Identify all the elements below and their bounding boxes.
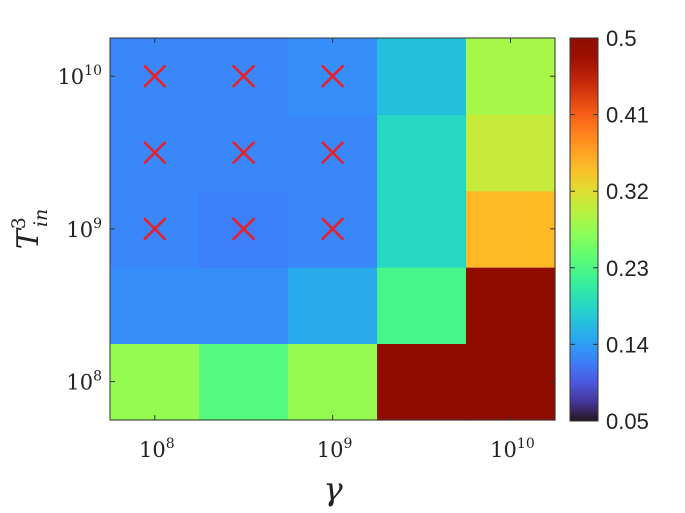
heatmap-cell (465, 38, 556, 116)
heatmap-cell (377, 190, 467, 268)
x-tick-label: 1010 (490, 436, 535, 462)
colorbar-tick-label: 0.05 (606, 409, 649, 434)
y-axis-ticks: 108 109 1010 (57, 63, 555, 395)
cross-marker (321, 217, 344, 241)
heatmap-cell (377, 343, 467, 421)
heatmap-cell (465, 267, 556, 345)
colorbar-tick-label: 0.32 (606, 179, 649, 204)
cross-marker (232, 217, 255, 241)
colorbar-tick-label: 0.5 (606, 26, 637, 51)
heatmap-cell (377, 267, 467, 345)
cross-marker (143, 217, 167, 241)
heatmap-cell (465, 114, 556, 192)
y-axis-label-main: T (11, 227, 46, 249)
cross-marker (321, 64, 344, 88)
heatmap-cell (465, 343, 556, 421)
y-axis-label-sub: in (30, 209, 52, 227)
heatmap-cell (288, 343, 378, 421)
x-tick-label: 109 (317, 436, 353, 462)
colorbar-tick-label: 0.41 (606, 103, 649, 128)
heatmap-cell (377, 38, 467, 116)
colorbar (569, 37, 599, 422)
heatmap-cell (110, 343, 200, 421)
heatmap-cell (377, 114, 467, 192)
svg-text:T3in: T3in (8, 209, 52, 249)
heatmap-cells (110, 38, 556, 421)
heatmap-cell (465, 190, 556, 268)
x-axis-label: γ (323, 470, 343, 508)
x-tick-label: 108 (139, 436, 175, 462)
colorbar-ticks: 0.5 0.41 0.32 0.23 0.14 0.05 (570, 26, 649, 434)
cross-marker (143, 64, 167, 88)
heatmap-cell (288, 267, 378, 345)
cross-marker (232, 64, 255, 88)
colorbar-tick-label: 0.23 (606, 256, 649, 281)
y-tick-label: 109 (66, 216, 102, 242)
cross-marker (321, 141, 344, 164)
y-tick-label: 108 (66, 369, 102, 395)
heatmap-cell (199, 267, 289, 345)
cross-marker (143, 141, 167, 164)
x-axis-ticks: 108 109 1010 (139, 38, 535, 462)
heatmap-cell (110, 267, 200, 345)
y-axis-label-sup: 3 (8, 217, 30, 229)
heatmap-cell (199, 343, 289, 421)
cross-marker (232, 141, 255, 164)
y-tick-label: 1010 (57, 63, 102, 89)
colorbar-tick-label: 0.14 (606, 332, 649, 357)
y-axis-label: T3in (8, 209, 52, 249)
marker-layer (143, 64, 344, 241)
